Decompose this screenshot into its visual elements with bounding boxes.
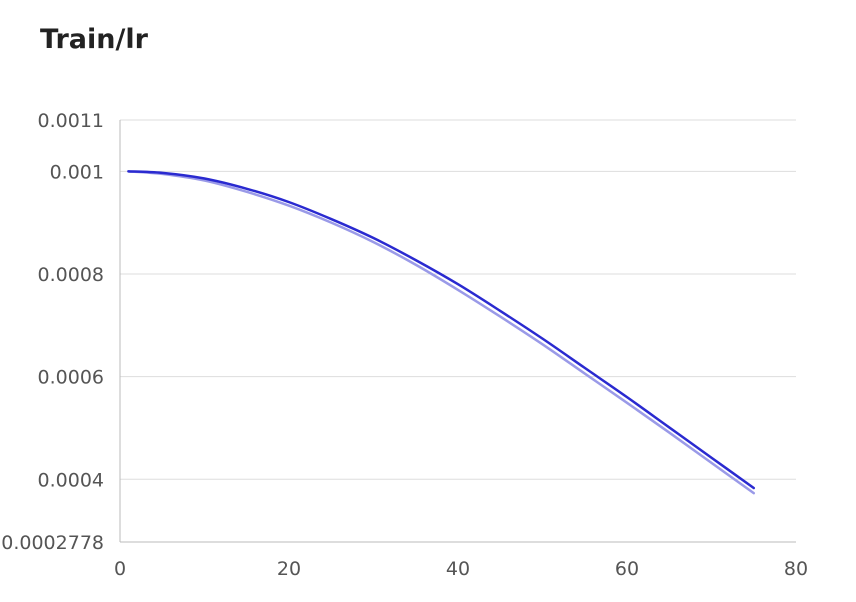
x-tick-labels: 0 20 40 60 80 xyxy=(114,558,808,580)
series-line-1 xyxy=(127,170,755,495)
y-tick-labels: 0.0002778 0.0004 0.0006 0.0008 0.001 0.0011 xyxy=(1,110,104,554)
y-tick-label: 0.0002778 xyxy=(1,532,104,554)
series-lines xyxy=(127,170,755,495)
y-tick-label: 0.0008 xyxy=(38,264,104,286)
x-tick-label: 0 xyxy=(114,558,126,580)
axes xyxy=(119,120,796,543)
chart-title: Train/lr xyxy=(40,24,148,55)
y-tick-label: 0.0006 xyxy=(38,367,104,389)
y-tick-label: 0.0011 xyxy=(38,110,104,132)
series-line-2 xyxy=(127,170,755,490)
x-tick-label: 20 xyxy=(277,558,301,580)
x-tick-label: 40 xyxy=(446,558,470,580)
grid-lines xyxy=(120,119,796,480)
y-tick-label: 0.0004 xyxy=(38,469,104,491)
y-tick-label: 0.001 xyxy=(50,161,104,183)
x-tick-label: 80 xyxy=(784,558,808,580)
x-tick-label: 60 xyxy=(615,558,639,580)
